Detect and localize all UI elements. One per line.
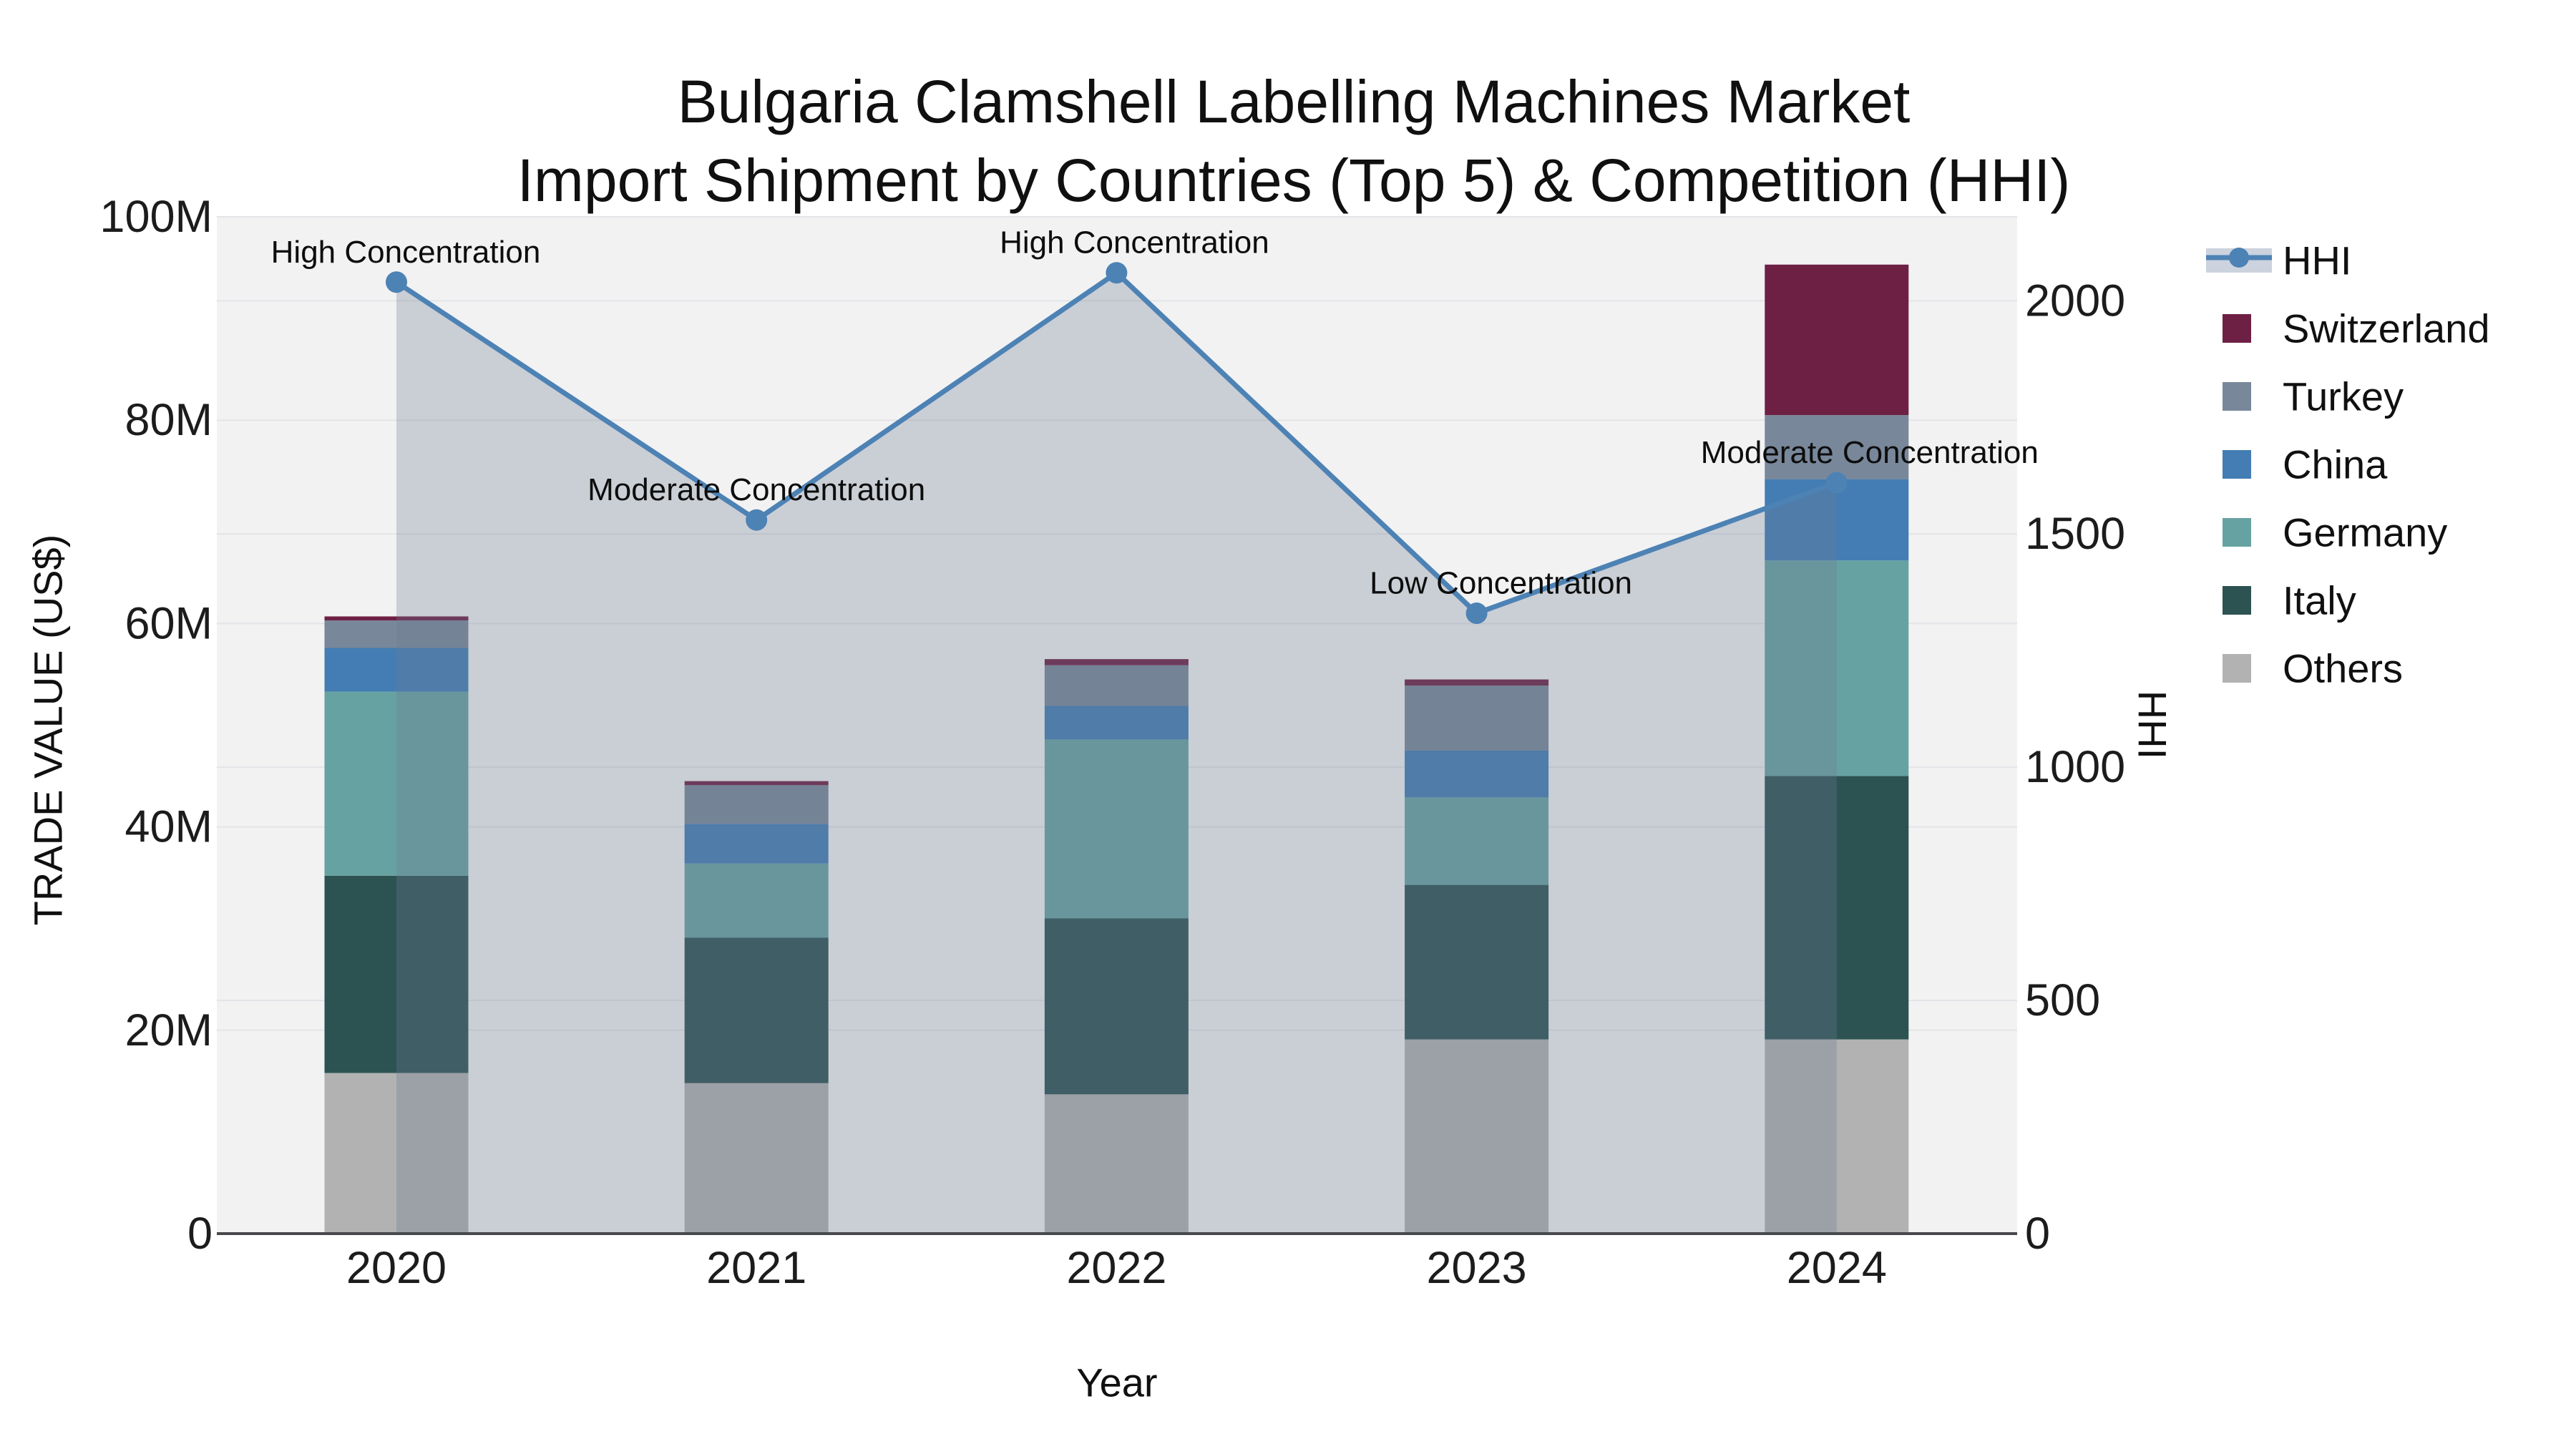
left-tick-40M: 40M xyxy=(125,802,213,852)
annotation-2023: Low Concentration xyxy=(1370,566,1632,601)
bar-segment-germany-2023[interactable] xyxy=(1405,797,1549,885)
left-tick-100M: 100M xyxy=(99,192,213,242)
bar-segment-china-2021[interactable] xyxy=(684,824,829,864)
bar-segment-others-2021[interactable] xyxy=(684,1083,829,1234)
bar-segment-switzerland-2024[interactable] xyxy=(1765,264,1909,416)
legend-label-germany: Germany xyxy=(2283,510,2447,555)
left-tick-0: 0 xyxy=(187,1209,213,1259)
bar-segment-switzerland-2021[interactable] xyxy=(684,781,829,786)
legend-swatch-others xyxy=(2223,654,2251,683)
bar-segment-china-2020[interactable] xyxy=(324,648,469,692)
legend-item-switzerland[interactable]: Switzerland xyxy=(2223,306,2489,351)
bar-segment-others-2024[interactable] xyxy=(1765,1039,1909,1234)
legend-label-hhi: HHI xyxy=(2283,238,2351,283)
legend-label-turkey: Turkey xyxy=(2283,374,2404,419)
annotation-2024: Moderate Concentration xyxy=(1701,435,2039,470)
chart-title-line2: Import Shipment by Countries (Top 5) & C… xyxy=(517,147,2071,214)
bar-segment-others-2022[interactable] xyxy=(1044,1094,1189,1234)
bar-segment-turkey-2023[interactable] xyxy=(1405,686,1549,751)
right-tick-1500: 1500 xyxy=(2025,509,2125,559)
x-tick-2021: 2021 xyxy=(706,1243,806,1293)
bar-segment-switzerland-2022[interactable] xyxy=(1044,659,1189,665)
x-tick-2022: 2022 xyxy=(1066,1243,1166,1293)
legend-label-china: China xyxy=(2283,442,2388,487)
legend-item-others[interactable]: Others xyxy=(2223,646,2403,691)
hhi-marker-2022[interactable] xyxy=(1106,262,1128,284)
bar-segment-turkey-2024[interactable] xyxy=(1765,415,1909,479)
left-tick-60M: 60M xyxy=(125,598,213,648)
chart-title-line1: Bulgaria Clamshell Labelling Machines Ma… xyxy=(678,68,1911,135)
bar-segment-turkey-2021[interactable] xyxy=(684,785,829,824)
bar-segment-italy-2022[interactable] xyxy=(1044,918,1189,1095)
left-tick-20M: 20M xyxy=(125,1005,213,1055)
bar-segment-germany-2020[interactable] xyxy=(324,691,469,876)
annotation-2022: High Concentration xyxy=(1000,225,1269,260)
bar-segment-germany-2021[interactable] xyxy=(684,863,829,938)
right-tick-2000: 2000 xyxy=(2025,275,2125,326)
x-tick-2023: 2023 xyxy=(1427,1243,1527,1293)
legend-hhi-marker xyxy=(2229,248,2249,268)
legend-item-hhi[interactable]: HHI xyxy=(2206,238,2351,283)
hhi-marker-2021[interactable] xyxy=(746,509,768,531)
legend-item-italy[interactable]: Italy xyxy=(2223,578,2356,623)
left-axis-title: TRADE VALUE (US$) xyxy=(26,535,71,926)
legend-swatch-switzerland xyxy=(2223,314,2251,343)
legend-label-others: Others xyxy=(2283,646,2403,691)
bar-segment-italy-2024[interactable] xyxy=(1765,776,1909,1040)
right-tick-500: 500 xyxy=(2025,975,2100,1025)
right-axis-title: HHI xyxy=(2130,691,2175,759)
legend-item-turkey[interactable]: Turkey xyxy=(2223,374,2404,419)
bar-segment-switzerland-2023[interactable] xyxy=(1405,679,1549,686)
legend-swatch-china xyxy=(2223,450,2251,479)
right-tick-0: 0 xyxy=(2025,1209,2050,1259)
legend-label-switzerland: Switzerland xyxy=(2283,306,2489,351)
left-tick-80M: 80M xyxy=(125,395,213,445)
bar-segment-china-2022[interactable] xyxy=(1044,706,1189,740)
legend-label-italy: Italy xyxy=(2283,578,2356,623)
bar-segment-italy-2021[interactable] xyxy=(684,937,829,1083)
bar-segment-others-2020[interactable] xyxy=(324,1073,469,1234)
hhi-area-fill xyxy=(396,273,1837,1234)
legend-swatch-turkey xyxy=(2223,382,2251,411)
hhi-marker-2023[interactable] xyxy=(1465,602,1488,625)
legend-item-china[interactable]: China xyxy=(2223,442,2388,487)
right-tick-1000: 1000 xyxy=(2025,742,2125,792)
x-axis-title: Year xyxy=(1076,1360,1157,1405)
bar-segment-china-2023[interactable] xyxy=(1405,751,1549,798)
bar-segment-germany-2024[interactable] xyxy=(1765,560,1909,776)
legend-swatch-germany xyxy=(2223,518,2251,547)
legend-item-germany[interactable]: Germany xyxy=(2223,510,2447,555)
bar-segment-switzerland-2020[interactable] xyxy=(324,616,469,621)
legend-swatch-italy xyxy=(2223,586,2251,615)
bar-segment-germany-2022[interactable] xyxy=(1044,739,1189,919)
hhi-marker-2020[interactable] xyxy=(386,271,407,293)
x-tick-2024: 2024 xyxy=(1787,1243,1887,1293)
x-tick-2020: 2020 xyxy=(346,1243,447,1293)
bar-segment-turkey-2022[interactable] xyxy=(1044,665,1189,706)
bar-segment-italy-2020[interactable] xyxy=(324,875,469,1073)
bar-segment-turkey-2020[interactable] xyxy=(324,620,469,648)
annotation-2021: Moderate Concentration xyxy=(587,472,925,507)
hhi-marker-2024[interactable] xyxy=(1825,472,1848,494)
bar-segment-italy-2023[interactable] xyxy=(1405,884,1549,1040)
bar-segment-others-2023[interactable] xyxy=(1405,1039,1549,1234)
annotation-2020: High Concentration xyxy=(271,235,541,270)
